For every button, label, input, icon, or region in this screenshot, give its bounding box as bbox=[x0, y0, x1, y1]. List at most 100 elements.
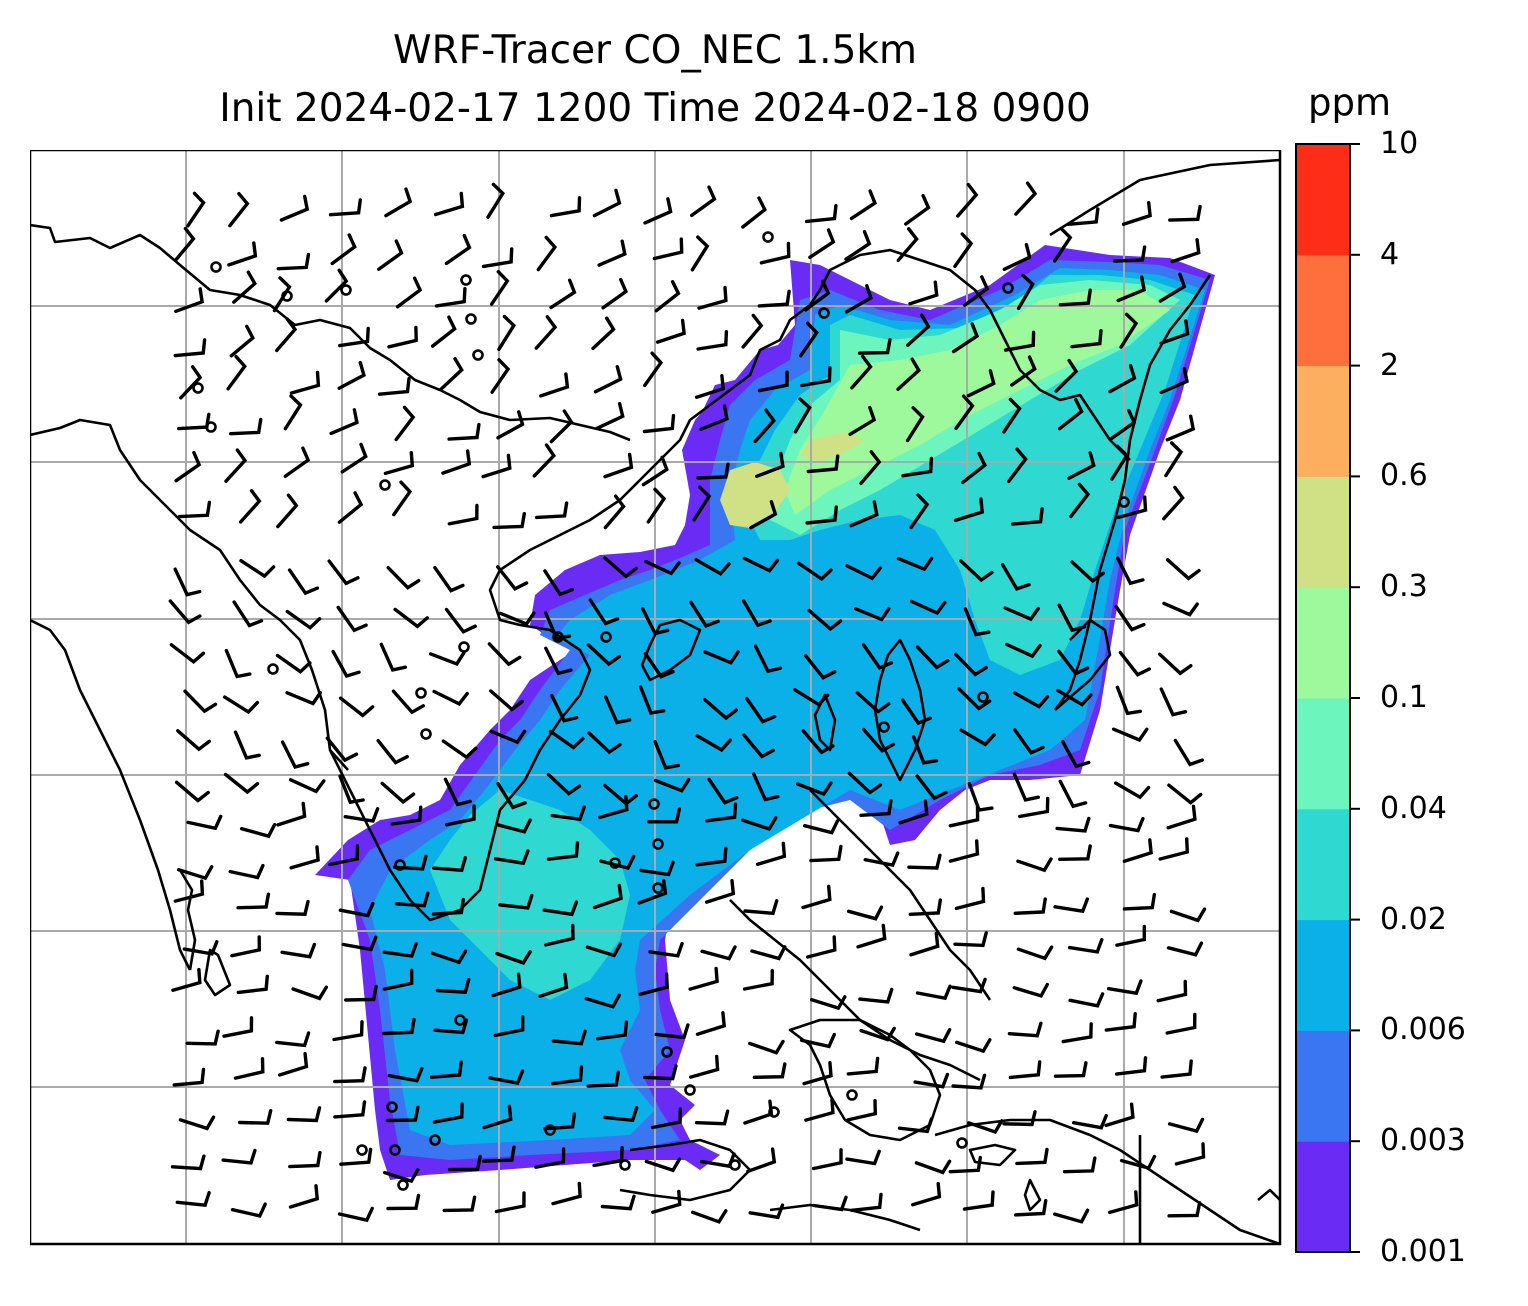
wind-barb bbox=[653, 740, 681, 770]
calm-wind-circle bbox=[600, 631, 612, 643]
wind-barb bbox=[549, 409, 574, 444]
wind-barb bbox=[804, 1097, 835, 1122]
colorbar-segment bbox=[1296, 698, 1350, 810]
wind-barb bbox=[600, 1194, 636, 1211]
wind-barb bbox=[1069, 482, 1091, 519]
wind-barb bbox=[896, 556, 934, 572]
colorbar-segment bbox=[1296, 254, 1350, 367]
wind-barb bbox=[186, 814, 223, 831]
wind-barb bbox=[1122, 838, 1153, 863]
wind-barb bbox=[1110, 444, 1130, 481]
wind-barb bbox=[276, 252, 311, 271]
wind-barb bbox=[170, 1154, 206, 1171]
wind-barb bbox=[382, 942, 418, 958]
wind-barb bbox=[695, 846, 728, 867]
wind-barb bbox=[174, 450, 202, 483]
wind-barb bbox=[223, 695, 260, 715]
wind-barb bbox=[496, 565, 529, 591]
wind-barb bbox=[848, 405, 877, 436]
wind-barb bbox=[332, 1020, 364, 1042]
wind-barb bbox=[1156, 979, 1188, 1003]
wind-barb bbox=[803, 819, 840, 835]
wind-barb bbox=[896, 357, 921, 391]
wind-barb bbox=[380, 781, 416, 805]
wind-barb bbox=[909, 493, 930, 530]
calm-wind-circle bbox=[379, 479, 391, 491]
wind-barb bbox=[324, 268, 349, 303]
wind-barb bbox=[914, 1159, 952, 1175]
wind-barb bbox=[957, 687, 992, 711]
wind-barb bbox=[1159, 319, 1190, 345]
wind-barb bbox=[962, 1190, 995, 1211]
wind-barb bbox=[447, 422, 481, 441]
wind-barb bbox=[811, 1148, 843, 1171]
wind-barb bbox=[1108, 1190, 1139, 1215]
wind-barb bbox=[394, 405, 416, 442]
wind-barb bbox=[704, 879, 736, 904]
wind-barb bbox=[1165, 558, 1201, 581]
wind-barb bbox=[812, 1195, 848, 1212]
wind-barb bbox=[694, 1109, 730, 1126]
wind-barb bbox=[954, 886, 986, 911]
wind-barb bbox=[171, 967, 202, 992]
wind-barb bbox=[910, 599, 947, 616]
wind-barb bbox=[1115, 924, 1146, 947]
wind-barb bbox=[544, 611, 572, 641]
colorbar-tick-label: 0.02 bbox=[1380, 901, 1447, 937]
wind-barb bbox=[288, 1150, 322, 1169]
wind-barb bbox=[855, 691, 891, 714]
wind-barb bbox=[431, 897, 465, 916]
wind-barb bbox=[227, 241, 258, 267]
wind-barb bbox=[239, 822, 277, 839]
wind-barb bbox=[913, 1072, 950, 1089]
wind-barb bbox=[233, 730, 261, 760]
calm-wind-circle bbox=[386, 1101, 398, 1113]
wind-barb bbox=[337, 1206, 374, 1223]
wind-barb bbox=[748, 1039, 785, 1055]
wind-barb bbox=[967, 1119, 1004, 1135]
wind-barb bbox=[1119, 312, 1139, 349]
wind-barb bbox=[433, 1018, 469, 1035]
wind-barb bbox=[1162, 601, 1199, 617]
calm-wind-circle bbox=[544, 1124, 556, 1136]
wind-barb bbox=[793, 397, 812, 434]
wind-barb bbox=[236, 892, 271, 910]
wind-barb bbox=[1067, 938, 1104, 954]
wind-barb bbox=[391, 689, 425, 715]
wind-barb bbox=[1158, 652, 1193, 676]
wind-barb bbox=[810, 995, 847, 1011]
calm-wind-circle bbox=[652, 882, 664, 894]
wind-barb bbox=[337, 491, 364, 524]
wind-barb bbox=[275, 653, 312, 674]
wind-barb bbox=[908, 898, 942, 916]
calm-wind-circle bbox=[420, 728, 432, 740]
field-004-band-south bbox=[430, 790, 630, 1000]
wind-barb bbox=[844, 229, 872, 261]
wind-barb bbox=[1057, 398, 1084, 431]
wind-barb bbox=[857, 338, 892, 355]
calm-wind-circle bbox=[684, 1084, 696, 1096]
wind-barb bbox=[1167, 783, 1203, 805]
wind-barb bbox=[742, 733, 775, 759]
wind-barb bbox=[695, 1011, 727, 1036]
wind-barb bbox=[1162, 485, 1185, 521]
wind-barb bbox=[650, 1107, 682, 1130]
wind-barb bbox=[328, 844, 360, 867]
wind-barb bbox=[385, 1105, 420, 1123]
wind-barb bbox=[344, 984, 378, 1002]
wind-barb bbox=[846, 1099, 878, 1122]
wind-barb bbox=[759, 241, 791, 265]
wind-barb bbox=[948, 805, 980, 828]
wind-barb bbox=[1062, 1156, 1097, 1174]
wind-barb bbox=[494, 1191, 526, 1214]
wind-barb bbox=[1072, 1114, 1108, 1130]
wind-barb bbox=[654, 1023, 690, 1040]
wind-barb bbox=[498, 893, 534, 910]
wind-barb bbox=[1008, 1060, 1042, 1080]
wind-barb bbox=[392, 480, 413, 517]
wind-barb bbox=[543, 569, 574, 597]
wind-barb bbox=[186, 191, 206, 228]
wind-barb bbox=[954, 652, 988, 677]
wind-barb bbox=[393, 607, 429, 629]
wind-barb bbox=[432, 856, 467, 873]
